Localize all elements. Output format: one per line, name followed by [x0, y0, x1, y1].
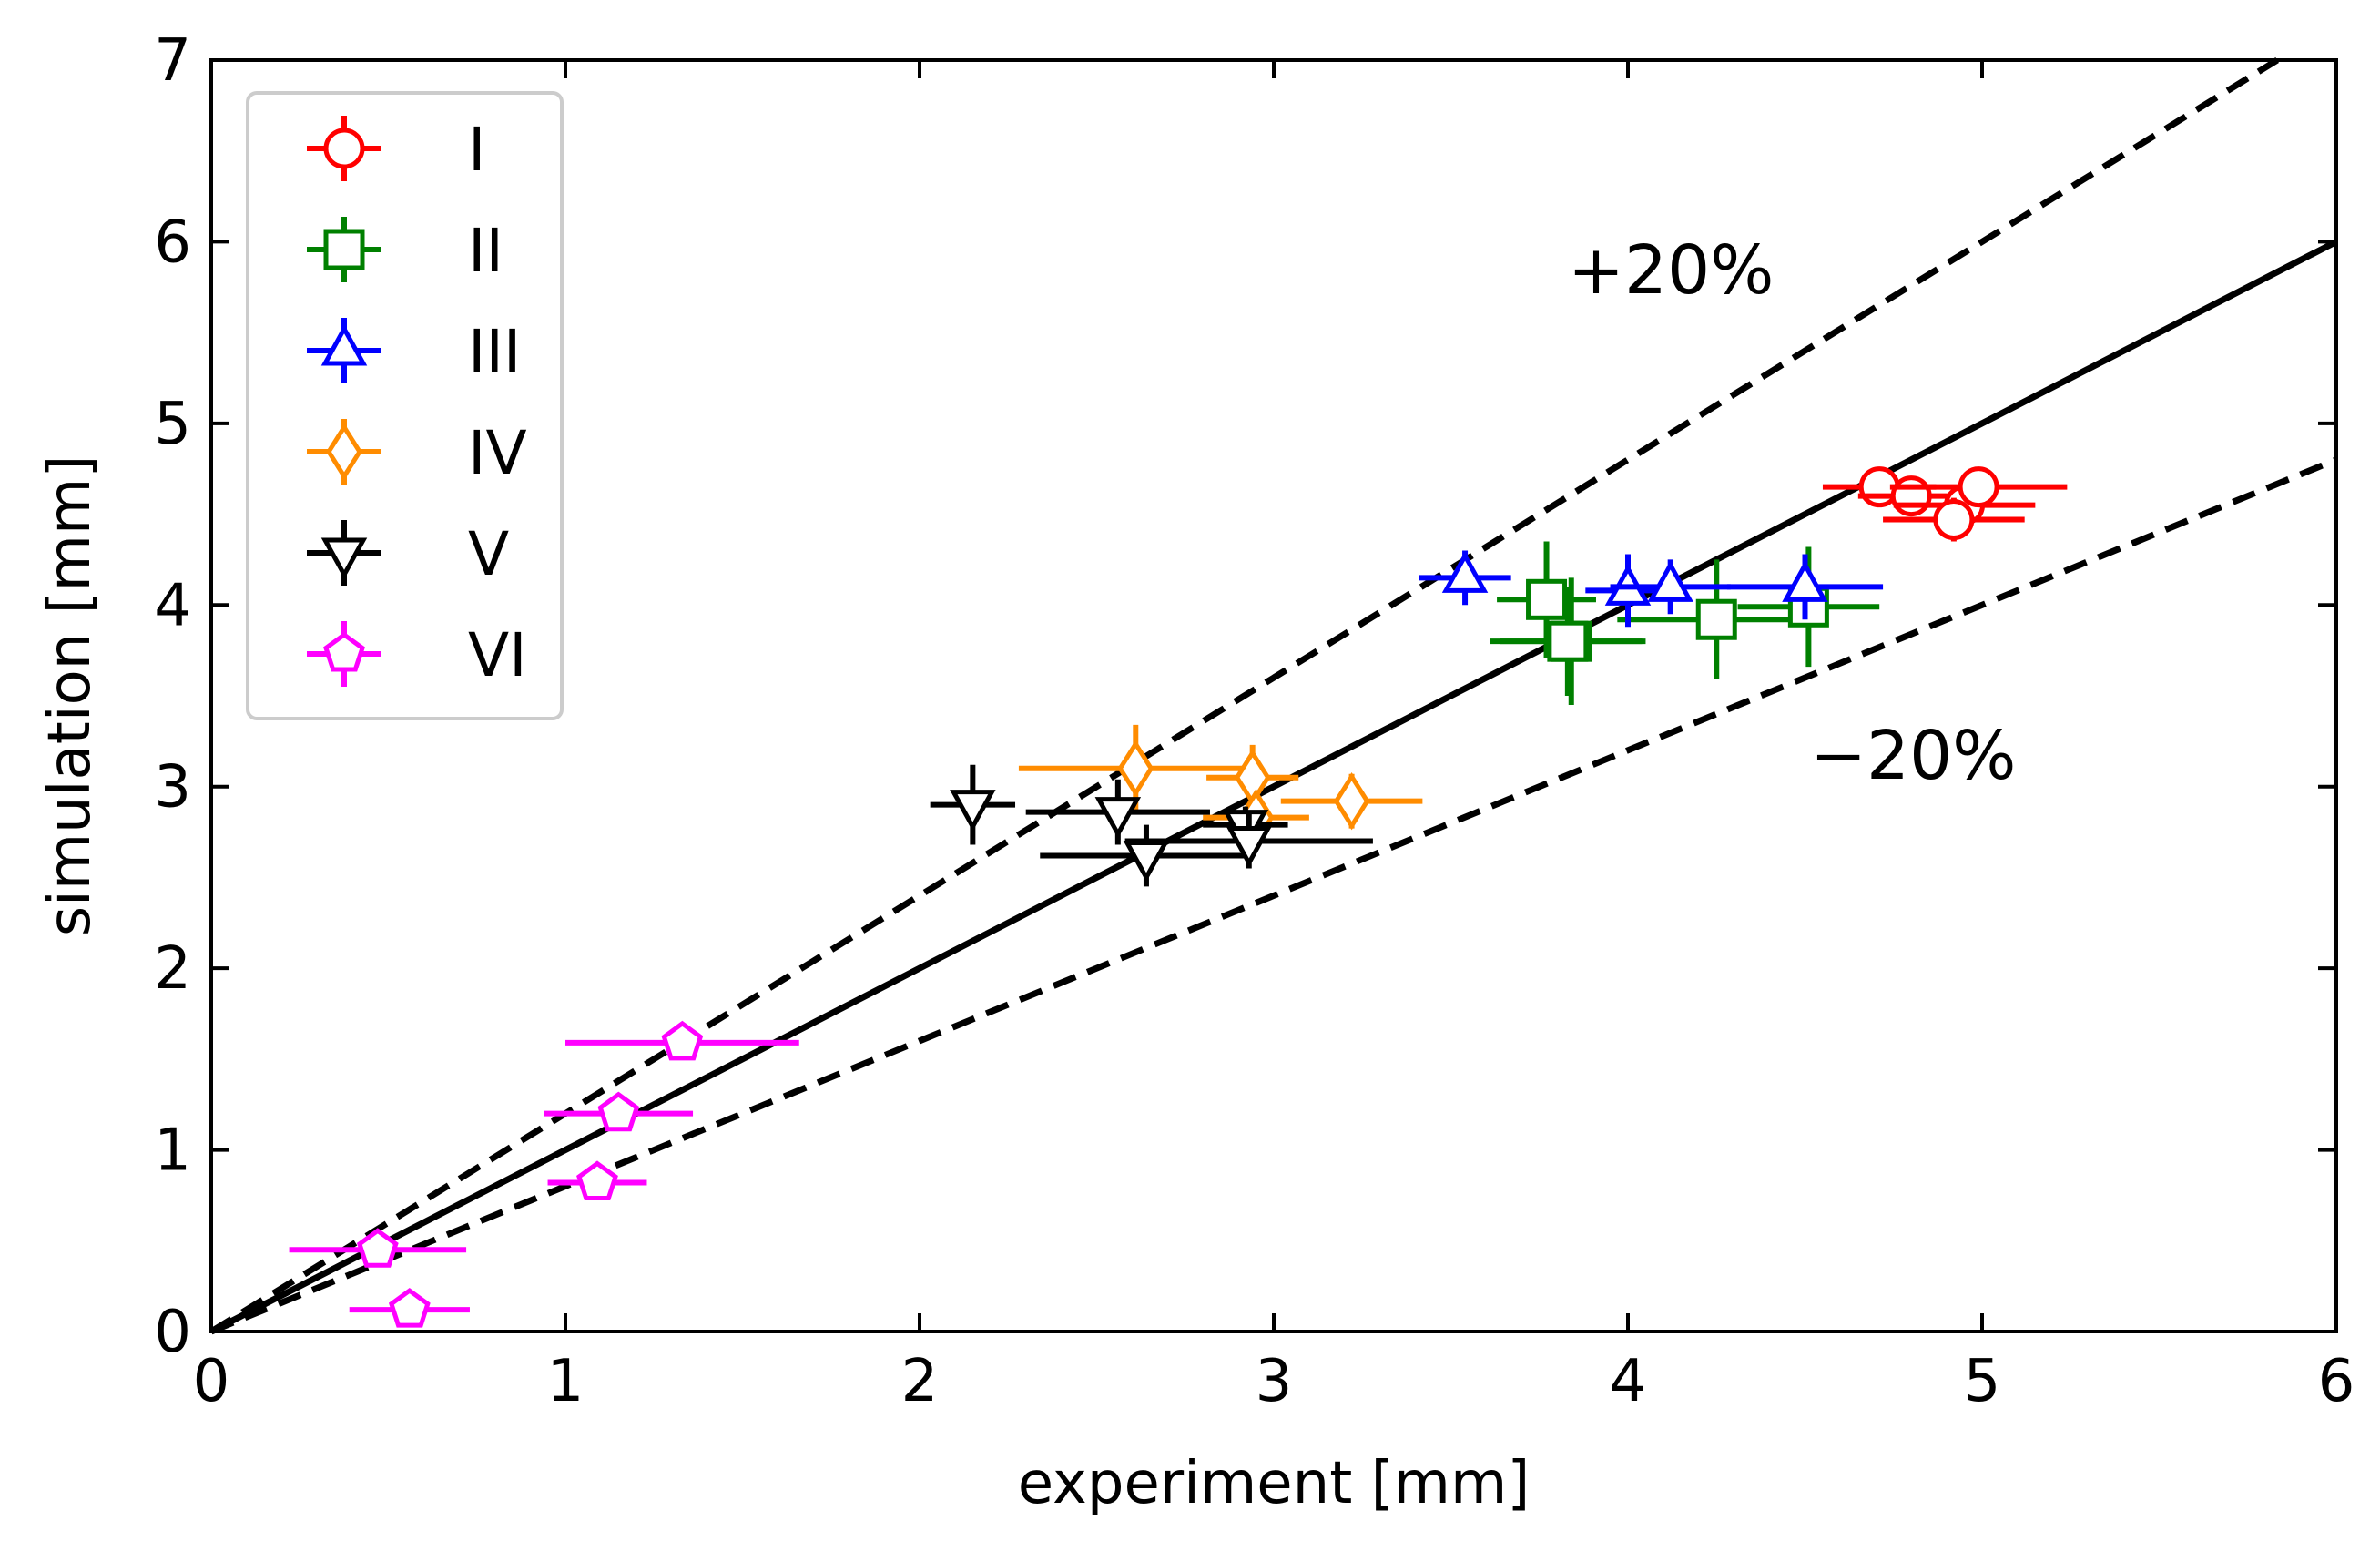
x-axis-label: experiment [mm] [1018, 1450, 1531, 1517]
y-tick-label: 0 [154, 1299, 191, 1366]
y-tick-label: 5 [154, 391, 191, 458]
data-point [1890, 475, 1932, 517]
y-tick-label: 3 [154, 754, 191, 822]
reference-line-plus-20 [209, 57, 2280, 1334]
legend-marker [326, 423, 362, 481]
plus-20-label: +20% [1568, 231, 1774, 310]
legend-item-I: I [307, 115, 485, 185]
legend-label: I [468, 115, 485, 185]
series-I [1822, 466, 2068, 542]
legend-label: VI [468, 620, 527, 690]
axis-ticks: 0 1 2 3 4 5 6 0 1 2 3 4 5 6 7 [154, 27, 2355, 1415]
data-point [597, 1091, 640, 1132]
series-V [930, 764, 1373, 887]
legend-label: IV [468, 418, 527, 488]
reference-lines [209, 57, 2338, 1335]
legend-marker [323, 229, 365, 270]
series-VI [289, 1020, 799, 1328]
data-point [388, 1288, 431, 1328]
y-tick-label: 7 [154, 27, 191, 95]
data-point [1226, 826, 1273, 868]
series-II [1490, 541, 1880, 705]
x-tick-label: 0 [193, 1348, 230, 1415]
data-point [1647, 560, 1693, 602]
data-points [289, 466, 2068, 1328]
legend-marker [320, 323, 368, 366]
data-point [1695, 598, 1737, 640]
x-tick-label: 1 [547, 1348, 585, 1415]
reference-line-minus-20 [209, 456, 2338, 1335]
x-tick-label: 6 [2318, 1348, 2355, 1415]
x-tick-label: 4 [1610, 1348, 1647, 1415]
data-point [356, 1228, 399, 1268]
y-tick-label: 1 [154, 1117, 191, 1185]
reference-line-identity [209, 239, 2338, 1335]
data-point [1958, 466, 1999, 508]
data-point [1094, 797, 1142, 839]
x-tick-label: 3 [1256, 1348, 1293, 1415]
y-tick-label: 2 [154, 935, 191, 1003]
legend-label: II [468, 216, 503, 286]
legend-marker [320, 537, 368, 580]
data-point [1333, 771, 1370, 831]
x-tick-label: 2 [901, 1348, 939, 1415]
y-axis-label: simulation [mm] [36, 455, 104, 937]
data-point [1441, 551, 1489, 593]
legend-label: V [468, 519, 509, 589]
legend-item-IV: IV [307, 418, 527, 488]
data-point [576, 1160, 618, 1200]
y-tick-label: 6 [154, 209, 191, 276]
legend-marker [323, 631, 365, 672]
legend-item-VI: VI [307, 620, 527, 690]
legend-item-V: V [307, 519, 509, 589]
data-point [950, 790, 996, 832]
data-point [661, 1020, 704, 1061]
legend-item-II: II [307, 216, 503, 286]
data-point [1782, 560, 1828, 602]
legend-label: III [468, 317, 521, 387]
data-point [1526, 578, 1568, 620]
data-point [1117, 740, 1154, 798]
legend-marker [323, 128, 365, 169]
y-tick-label: 4 [154, 572, 191, 639]
data-point [1547, 620, 1589, 662]
x-tick-label: 5 [1964, 1348, 2001, 1415]
data-point [1933, 499, 1975, 541]
minus-20-label: −20% [1810, 717, 2016, 795]
legend-item-III: III [307, 317, 521, 387]
series-III [1419, 550, 1884, 628]
